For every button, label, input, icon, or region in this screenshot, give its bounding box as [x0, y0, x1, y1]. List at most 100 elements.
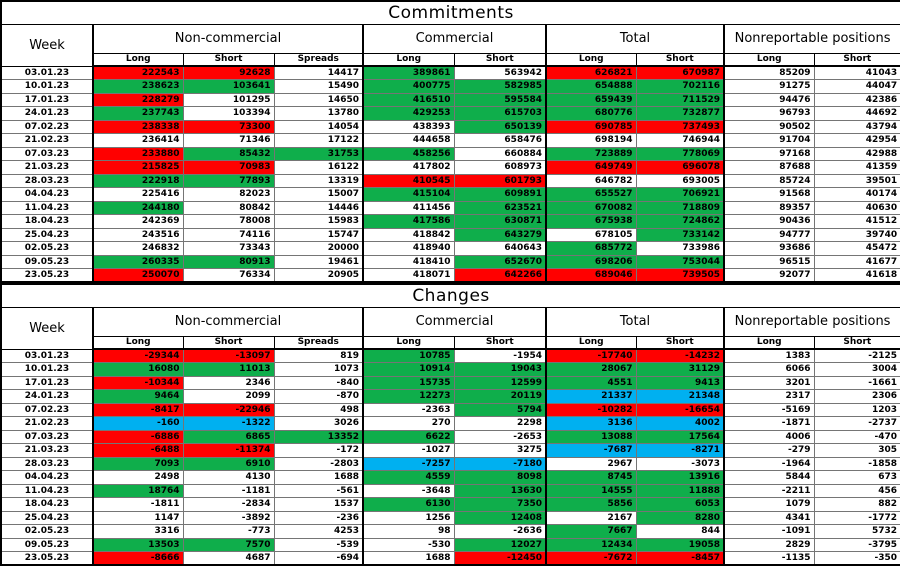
- value-cell: 94476: [723, 92, 815, 107]
- week-cell: 10.01.23: [0, 362, 94, 377]
- value-cell: 3004: [813, 362, 900, 377]
- table-row: 21.03.23 -6488 -11374 -172 -1027 3275 -7687 -82…: [0, 443, 900, 458]
- table-row: 10.01.23 16080 11013 1073 10914 19043 28067 311…: [0, 362, 900, 377]
- value-cell: 90436: [723, 214, 815, 229]
- value-cell: 20119: [453, 389, 547, 404]
- week-cell: 24.01.23: [0, 389, 94, 404]
- table-row: 24.01.23 237743 103394 13780 429253 615703 680…: [0, 106, 900, 121]
- value-cell: -2636: [453, 524, 547, 539]
- value-cell: 94777: [723, 227, 815, 242]
- value-cell: 92077: [723, 268, 815, 283]
- value-cell: 690785: [545, 119, 637, 134]
- value-cell: -2363: [362, 402, 455, 417]
- week-cell: 17.01.23: [0, 92, 94, 107]
- value-cell: 225416: [92, 187, 184, 202]
- value-cell: 15007: [273, 187, 364, 202]
- value-cell: -870: [273, 389, 364, 404]
- value-cell: 4253: [273, 524, 364, 539]
- col-header-nr-short: Short: [813, 335, 900, 350]
- table-row: 03.01.23 222543 92628 14417 389861 563942 6268…: [0, 65, 900, 80]
- value-cell: 1537: [273, 497, 364, 512]
- value-cell: 90502: [723, 119, 815, 134]
- value-cell: 739505: [635, 268, 725, 283]
- value-cell: -539: [273, 537, 364, 552]
- table-row: 04.04.23 2498 4130 1688 4559 8098 8745 13916 584…: [0, 470, 900, 485]
- value-cell: 14555: [545, 483, 637, 498]
- value-cell: 882: [813, 497, 900, 512]
- value-cell: 2306: [813, 389, 900, 404]
- value-cell: 8098: [453, 470, 547, 485]
- value-cell: 416510: [362, 92, 455, 107]
- value-cell: 85724: [723, 173, 815, 188]
- value-cell: -1661: [813, 375, 900, 390]
- value-cell: 6066: [723, 362, 815, 377]
- value-cell: -10344: [92, 375, 184, 390]
- changes-table: Changes Week Non-commercial Commercial T…: [0, 283, 900, 566]
- value-cell: 41618: [813, 268, 900, 283]
- value-cell: -10282: [545, 402, 637, 417]
- value-cell: 819: [273, 348, 364, 363]
- value-cell: -29344: [92, 348, 184, 363]
- value-cell: 222918: [92, 173, 184, 188]
- value-cell: 623521: [453, 200, 547, 215]
- value-cell: 92628: [182, 65, 275, 80]
- table-row: 09.05.23 13503 7570 -539 -530 12027 12434 19058…: [0, 537, 900, 552]
- week-cell: 07.02.23: [0, 402, 94, 417]
- value-cell: 673: [813, 470, 900, 485]
- value-cell: 15735: [362, 375, 455, 390]
- value-cell: 6053: [635, 497, 725, 512]
- value-cell: 654888: [545, 79, 637, 94]
- value-cell: 778069: [635, 146, 725, 161]
- value-cell: 582985: [453, 79, 547, 94]
- value-cell: 3275: [453, 443, 547, 458]
- value-cell: 87688: [723, 160, 815, 175]
- value-cell: 3201: [723, 375, 815, 390]
- value-cell: 71346: [182, 133, 275, 148]
- value-cell: 70983: [182, 160, 275, 175]
- col-header-c-short: Short: [453, 52, 547, 67]
- value-cell: 78008: [182, 214, 275, 229]
- value-cell: 98: [362, 524, 455, 539]
- value-cell: -8271: [635, 443, 725, 458]
- value-cell: 2498: [92, 470, 184, 485]
- week-cell: 21.03.23: [0, 443, 94, 458]
- value-cell: -3795: [813, 537, 900, 552]
- value-cell: 2967: [545, 456, 637, 471]
- value-cell: -16654: [635, 402, 725, 417]
- value-cell: 429253: [362, 106, 455, 121]
- table-row: 24.01.23 9464 2099 -870 12273 20119 21337 21348…: [0, 389, 900, 404]
- value-cell: 242369: [92, 214, 184, 229]
- value-cell: 11013: [182, 362, 275, 377]
- value-cell: 753044: [635, 254, 725, 269]
- col-header-nc-spreads: Spreads: [273, 335, 364, 350]
- col-header-nr-long: Long: [723, 335, 815, 350]
- value-cell: 675938: [545, 214, 637, 229]
- group-header-total: Total: [545, 306, 725, 337]
- table-row: 21.03.23 215825 70983 16122 417802 608973 6497…: [0, 160, 900, 175]
- value-cell: 42386: [813, 92, 900, 107]
- value-cell: 3136: [545, 416, 637, 431]
- value-cell: 41677: [813, 254, 900, 269]
- table-row: 23.05.23 -8666 4687 -694 1688 -12450 -7672 -845…: [0, 551, 900, 566]
- table-row: 11.04.23 244180 80842 14446 411456 623521 6700…: [0, 200, 900, 215]
- value-cell: -160: [92, 416, 184, 431]
- value-cell: 82023: [182, 187, 275, 202]
- table-row: 25.04.23 243516 74116 15747 418842 643279 6781…: [0, 227, 900, 242]
- table-row: 28.03.23 7093 6910 -2803 -7257 -7180 2967 -3073…: [0, 456, 900, 471]
- week-cell: 25.04.23: [0, 510, 94, 525]
- col-header-nc-short: Short: [182, 335, 275, 350]
- table-row: 03.01.23 -29344 -13097 819 10785 -1954 -17740-…: [0, 348, 900, 363]
- value-cell: 1203: [813, 402, 900, 417]
- value-cell: 238338: [92, 119, 184, 134]
- table-row: 02.05.23 3316 -773 4253 98 -2636 7667 844 -1091 5…: [0, 524, 900, 539]
- value-cell: 12434: [545, 537, 637, 552]
- value-cell: 595584: [453, 92, 547, 107]
- table-row: 09.05.23 260335 80913 19461 418410 652670 6982…: [0, 254, 900, 269]
- value-cell: 41359: [813, 160, 900, 175]
- value-cell: -840: [273, 375, 364, 390]
- value-cell: 5844: [723, 470, 815, 485]
- value-cell: 660884: [453, 146, 547, 161]
- value-cell: 649749: [545, 160, 637, 175]
- value-cell: 40174: [813, 187, 900, 202]
- value-cell: 737493: [635, 119, 725, 134]
